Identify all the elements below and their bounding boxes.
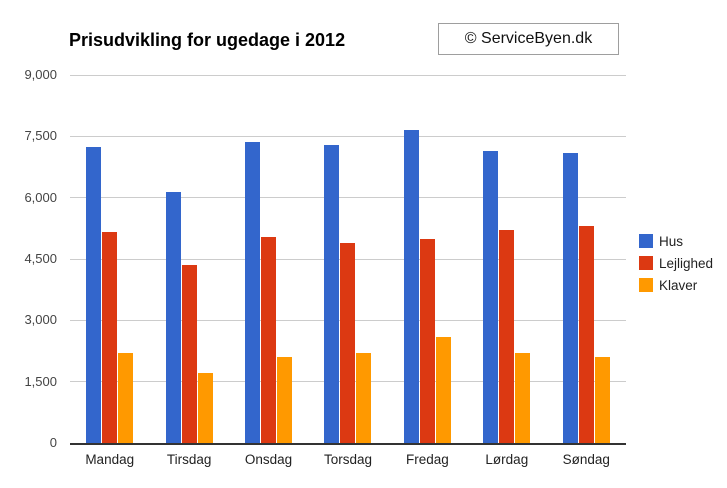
- bar-group-søndag: [547, 75, 626, 443]
- plot-area: [70, 74, 626, 445]
- legend-swatch-icon: [639, 234, 653, 248]
- legend-label: Lejlighed: [659, 255, 714, 271]
- x-axis-labels: Mandag Tirsdag Onsdag Torsdag Fredag Lørdag Sø…: [70, 452, 626, 467]
- legend-label: Hus: [659, 233, 684, 249]
- legend: Hus Lejlighed Klaver: [639, 230, 713, 296]
- bar-klaver-fredag: [435, 337, 451, 443]
- bar-hus-tirsdag: [165, 192, 181, 443]
- y-tick-label: 7,500: [24, 128, 57, 144]
- bar-klaver-lørdag: [515, 353, 531, 443]
- y-tick-label: 6,000: [24, 189, 57, 205]
- legend-item-klaver: Klaver: [639, 274, 713, 296]
- bar-hus-mandag: [86, 147, 102, 443]
- legend-item-hus: Hus: [639, 230, 713, 252]
- bar-group-tirsdag: [149, 75, 228, 443]
- bar-hus-fredag: [403, 130, 419, 443]
- bar-hus-lørdag: [483, 151, 499, 443]
- gridline: [70, 135, 626, 137]
- copyright-label: © ServiceByen.dk: [464, 30, 593, 47]
- bar-group-torsdag: [308, 75, 387, 443]
- x-tick-label-mandag: Mandag: [85, 452, 135, 467]
- bar-hus-torsdag: [324, 145, 340, 443]
- gridline: [70, 74, 626, 76]
- y-tick-label: 0: [49, 435, 57, 450]
- bar-group-mandag: [70, 75, 149, 443]
- x-tick-label-fredag: Fredag: [406, 452, 449, 467]
- bar-klaver-torsdag: [356, 353, 372, 443]
- bar-lejlighed-fredag: [419, 239, 435, 443]
- y-axis-labels: 0 1,500 3,000 4,500 6,000 7,500 9,000: [0, 67, 57, 450]
- bar-lejlighed-søndag: [578, 226, 594, 443]
- bar-lejlighed-tirsdag: [181, 265, 197, 443]
- bar-klaver-onsdag: [277, 357, 293, 443]
- copyright-badge: © ServiceByen.dk: [438, 23, 619, 55]
- y-tick-label: 9,000: [24, 67, 57, 82]
- bar-lejlighed-torsdag: [340, 243, 356, 443]
- x-tick-label-onsdag: Onsdag: [244, 452, 293, 467]
- legend-swatch-icon: [639, 256, 653, 270]
- x-tick-label-lørdag: Lørdag: [485, 452, 529, 467]
- y-tick-label: 4,500: [24, 251, 57, 266]
- bar-group-fredag: [388, 75, 467, 443]
- bar-lejlighed-onsdag: [261, 237, 277, 443]
- y-tick-label: 3,000: [24, 312, 57, 328]
- legend-swatch-icon: [639, 278, 653, 292]
- x-tick-label-søndag: Søndag: [562, 452, 610, 467]
- x-tick-label-torsdag: Torsdag: [323, 452, 372, 467]
- bar-group-onsdag: [229, 75, 308, 443]
- bar-klaver-søndag: [594, 357, 610, 443]
- bar-lejlighed-lørdag: [499, 230, 515, 443]
- bar-hus-søndag: [562, 153, 578, 443]
- chart-title: Prisudvikling for ugedage i 2012: [69, 30, 346, 50]
- gridline: [70, 197, 626, 199]
- bar-lejlighed-mandag: [102, 232, 118, 443]
- bar-klaver-tirsdag: [197, 373, 213, 443]
- x-tick-label-tirsdag: Tirsdag: [166, 452, 212, 467]
- legend-label: Klaver: [659, 277, 698, 293]
- y-tick-label: 1,500: [24, 373, 57, 389]
- legend-item-lejlighed: Lejlighed: [639, 252, 713, 274]
- bar-klaver-mandag: [118, 353, 134, 443]
- bar-group-lørdag: [467, 75, 546, 443]
- bar-hus-onsdag: [245, 142, 261, 443]
